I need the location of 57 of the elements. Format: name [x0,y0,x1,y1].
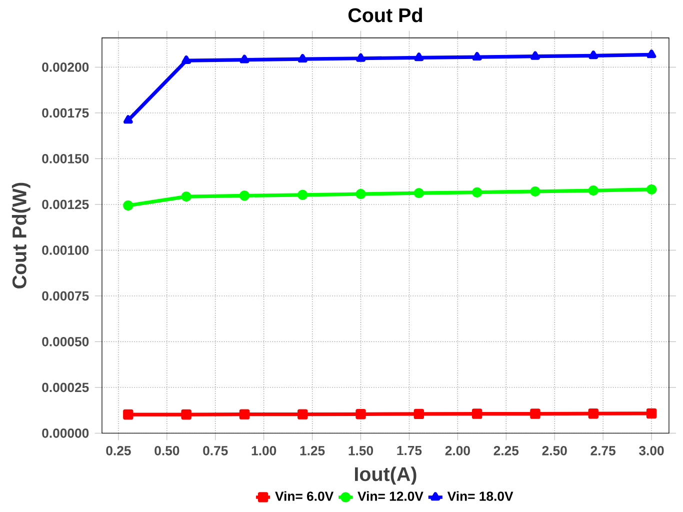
point [123,200,134,211]
point [239,190,250,201]
point [530,408,540,419]
point [530,186,540,196]
point [588,50,598,59]
y-tick-label: 0.00150 [42,154,89,164]
x-tick-label: 2.00 [445,446,470,456]
point [646,408,657,418]
y-tick-label: 0.00175 [42,108,89,118]
point [588,185,598,196]
x-tick-label: 2.50 [542,446,567,456]
point [530,51,540,60]
y-tick-label: 0.00200 [42,62,89,72]
point [356,408,366,420]
point [472,187,482,198]
point [414,52,424,61]
x-tick-label: 2.25 [494,446,519,456]
chart-title: Cout Pd [348,8,422,22]
point [646,184,657,194]
point [123,409,134,420]
legend-label: Vin= 18.0V [447,491,514,501]
x-tick-label: 0.25 [106,446,131,456]
point [472,52,482,60]
point [472,408,482,419]
point [646,50,656,58]
y-tick-label: 0.00125 [42,200,89,209]
point [123,115,133,124]
point [356,188,366,199]
point [239,409,250,420]
x-tick-label: 1.00 [252,446,276,456]
point [356,53,366,62]
point [414,188,424,198]
point [588,408,598,419]
point [298,54,308,62]
point [298,409,308,420]
x-axis-title: Iout(A) [355,466,416,485]
x-tick-label: 3.00 [639,446,664,456]
legend-label: Vin= 12.0V [358,491,424,501]
y-tick-label: 0.00025 [42,382,89,392]
y-tick-label: 0.00075 [42,291,89,300]
x-tick-label: 1.75 [397,446,422,456]
x-tick-label: 1.50 [348,446,374,456]
point [414,408,424,419]
point [298,190,308,200]
x-tick-label: 1.25 [300,446,325,456]
y-tick-label: 0.00000 [42,428,89,438]
y-tick-label: 0.00100 [42,245,89,255]
legend-label: Vin= 6.0V [275,491,334,501]
point [181,191,192,202]
y-tick-label: 0.00050 [42,336,89,346]
point [182,55,191,64]
point [181,409,192,420]
x-tick-label: 2.75 [590,446,616,456]
point [240,54,250,64]
x-tick-label: 0.50 [154,446,180,456]
y-axis-title: Cout Pd(W) [12,182,30,288]
x-tick-label: 0.75 [203,446,228,456]
